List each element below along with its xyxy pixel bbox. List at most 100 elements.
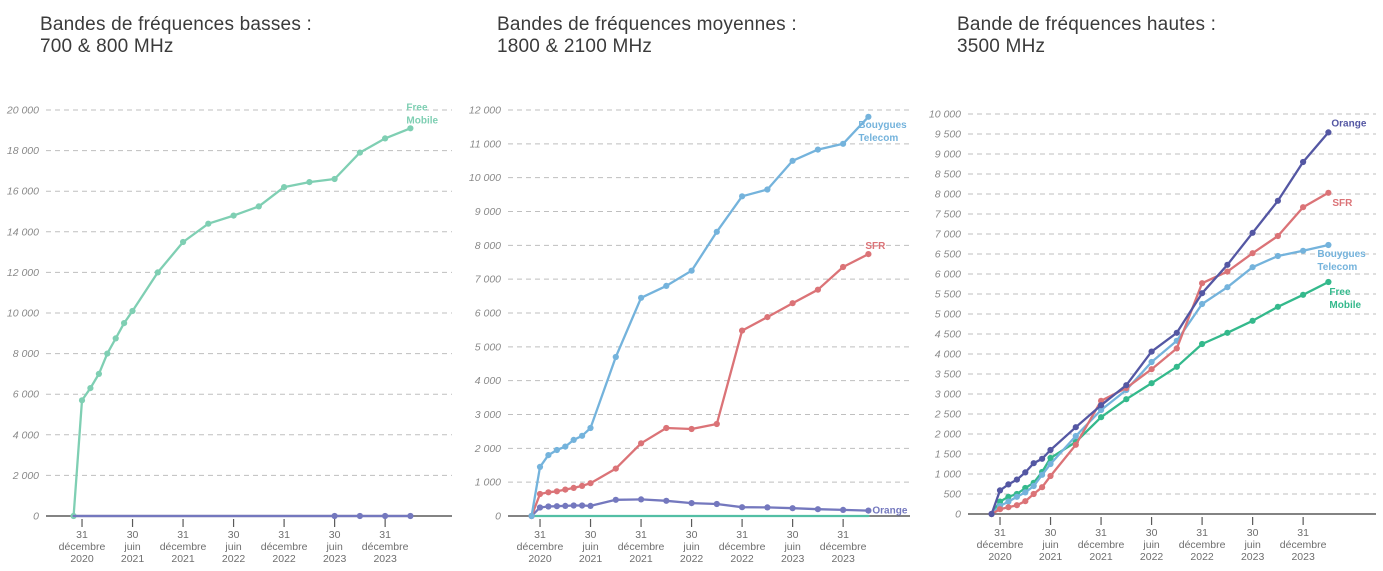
y-axis-tick-label: 4 000 <box>475 375 501 387</box>
series-dot-sfr <box>1022 498 1029 505</box>
series-dot-sfr <box>1013 502 1021 509</box>
x-axis-tick-label: 31 <box>635 529 647 541</box>
series-dot-bouygues-telecom <box>1325 241 1332 249</box>
series-dot-bouygues-telecom <box>663 282 670 289</box>
series-dot-sfr <box>562 486 569 493</box>
series-dot-sfr <box>1325 189 1332 196</box>
series-dot-bouygues-telecom <box>638 294 645 301</box>
series-dot-orange <box>1030 460 1037 467</box>
y-axis-tick-label: 4 500 <box>935 329 961 341</box>
series-dot-free-mobile <box>154 269 161 276</box>
y-axis-tick-label: 5 500 <box>935 289 961 301</box>
y-axis-tick-label: 9 000 <box>475 206 501 218</box>
series-dot-free-mobile <box>78 397 86 404</box>
series-dot-orange <box>739 504 746 511</box>
series-dot-free-mobile <box>1098 414 1105 421</box>
series-dot-free-mobile <box>255 203 262 210</box>
y-axis-tick-label: 5 000 <box>475 341 501 353</box>
series-dot-free-mobile <box>1148 380 1155 387</box>
y-axis-tick-label: 9 500 <box>935 129 961 141</box>
x-axis-tick-label: 30 <box>1045 527 1057 539</box>
x-axis-tick-label: décembre <box>517 541 564 553</box>
series-dot-orange <box>1199 290 1206 297</box>
x-axis-tick-label: 2020 <box>70 553 94 565</box>
series-dot-sfr <box>996 506 1004 513</box>
series-label-free-mobile: Free <box>406 102 428 113</box>
series-dot-orange <box>996 487 1004 494</box>
series-dot-orange <box>865 507 872 514</box>
series-dot-sfr <box>1072 441 1079 448</box>
x-axis-tick-label: 2023 <box>373 553 397 565</box>
x-axis-tick-label: décembre <box>1179 539 1226 551</box>
chart-title-line1: Bandes de fréquences basses : <box>40 14 312 35</box>
x-axis-tick-label: 31 <box>1095 527 1107 539</box>
y-axis-tick-label: 6 000 <box>475 308 501 320</box>
series-dot-bouygues-telecom <box>587 424 594 432</box>
series-dot-sfr <box>789 300 796 307</box>
x-axis-tick-label: 2021 <box>1089 551 1113 563</box>
series-dot-bouygues-telecom <box>1022 489 1029 496</box>
series-dot-bouygues-telecom <box>1274 252 1281 260</box>
x-axis-tick-label: 30 <box>127 529 139 541</box>
series-dot-orange <box>562 502 569 509</box>
series-dot-free-mobile <box>1249 317 1256 324</box>
series-dot-free-mobile <box>230 212 237 219</box>
x-axis-tick-label: 31 <box>379 529 391 541</box>
x-axis-tick-label: 2023 <box>831 553 855 565</box>
x-axis-tick-label: 2022 <box>1140 551 1164 563</box>
series-dot-sfr <box>1274 232 1281 240</box>
x-axis-tick-label: juin <box>783 541 801 553</box>
series-dot-free-mobile <box>1173 363 1180 370</box>
chart-title-high-band: Bande de fréquences hautes : 3500 MHz <box>957 14 1216 58</box>
x-axis-tick-label: juin <box>1142 539 1160 551</box>
y-axis-tick-label: 2 000 <box>12 470 39 482</box>
series-dot-free-mobile <box>104 350 111 357</box>
series-dot-sfr <box>1098 397 1105 404</box>
series-dot-free-mobile <box>306 179 313 186</box>
y-axis-tick-label: 1 500 <box>935 449 961 461</box>
series-dot-bouygues-telecom <box>1249 264 1256 271</box>
series-dot-free-mobile <box>1022 484 1029 492</box>
x-axis-tick-label: 31 <box>1297 527 1309 539</box>
series-dot-free-mobile <box>95 370 102 377</box>
x-axis-tick-label: 2020 <box>988 551 1012 563</box>
series-dot-sfr <box>688 425 695 433</box>
series-label-free-mobile: Mobile <box>406 115 438 126</box>
series-dot-free-mobile <box>331 175 338 183</box>
series-dot-sfr <box>553 488 561 495</box>
y-axis-tick-label: 12 000 <box>469 105 501 117</box>
series-dot-sfr <box>840 263 847 271</box>
series-dot-sfr <box>1030 490 1037 498</box>
series-dot-sfr <box>1199 280 1206 287</box>
series-dot-bouygues-telecom <box>814 146 822 153</box>
series-dot-orange <box>570 502 577 509</box>
series-dot-sfr <box>713 420 720 428</box>
series-dot-bouygues-telecom <box>1030 482 1037 490</box>
series-label-bouygues-telecom: Bouygues <box>1317 249 1366 260</box>
chart-title-mid-band: Bandes de fréquences moyennes : 1800 & 2… <box>497 14 797 58</box>
y-axis-tick-label: 2 000 <box>934 429 961 441</box>
series-dot-bouygues-telecom <box>553 446 561 454</box>
x-axis-tick-label: 30 <box>787 529 799 541</box>
series-dot-sfr <box>579 482 586 489</box>
series-line-sfr <box>990 191 1330 516</box>
y-axis-tick-label: 14 000 <box>7 226 39 238</box>
y-axis-tick-label: 7 000 <box>935 229 961 241</box>
series-dot-orange <box>1013 476 1021 483</box>
y-axis-tick-label: 2 000 <box>474 443 501 455</box>
y-axis-tick-label: 8 000 <box>475 240 501 252</box>
x-axis-tick-label: 2023 <box>1241 551 1265 563</box>
series-dot-free-mobile <box>1300 291 1307 298</box>
series-dot-orange <box>713 500 720 508</box>
series-dot-orange <box>814 506 822 513</box>
x-axis-tick-label: juin <box>123 541 141 553</box>
y-axis-tick-label: 20 000 <box>6 105 39 117</box>
series-dot-sfr <box>638 440 645 447</box>
x-axis-tick-label: décembre <box>618 541 665 553</box>
series-dot-orange <box>688 500 695 507</box>
series-dot-sfr <box>764 314 771 321</box>
series-dot-sfr <box>865 251 872 258</box>
series-dot-bouygues-telecom <box>789 157 796 164</box>
series-dot-bouygues-telecom <box>688 267 695 274</box>
